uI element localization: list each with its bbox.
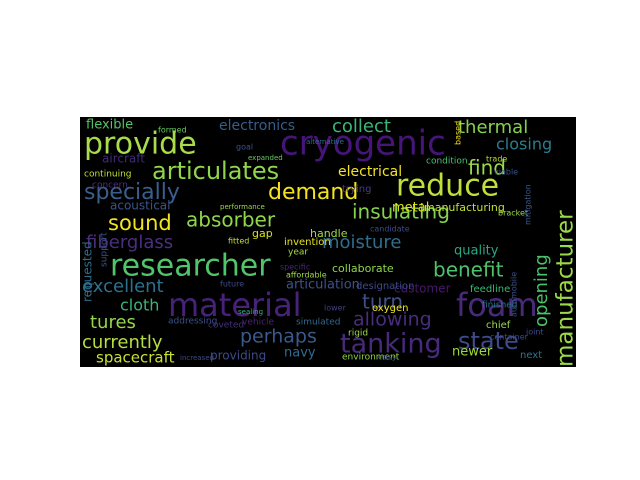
word-excellent: excellent bbox=[82, 276, 164, 297]
word-bracket: bracket bbox=[498, 209, 528, 218]
word-sealing: sealing bbox=[238, 308, 263, 316]
word-newer: newer bbox=[452, 345, 493, 360]
word-electronics: electronics bbox=[219, 118, 295, 134]
word-designation: designation bbox=[356, 281, 414, 292]
word-demand: demand bbox=[268, 180, 358, 205]
word-year: year bbox=[288, 248, 308, 258]
word-fiberglass: fiberglass bbox=[86, 232, 173, 253]
word-cloud-canvas: provide cryogenic material foam researcher re… bbox=[80, 117, 576, 367]
word-fitted: fitted bbox=[228, 237, 249, 246]
word-electrical: electrical bbox=[338, 164, 402, 180]
word-opening: opening bbox=[531, 254, 552, 327]
word-oxygen: oxygen bbox=[372, 303, 408, 314]
word-cryogenic: cryogenic bbox=[280, 124, 446, 164]
word-viable: viable bbox=[494, 168, 518, 177]
word-material: material bbox=[168, 286, 302, 324]
word-manufacturer: manufacturer bbox=[553, 210, 577, 367]
word-articulation: articulation bbox=[286, 278, 360, 293]
word-foam: foam bbox=[456, 286, 538, 324]
word-invention: invention bbox=[284, 237, 331, 248]
word-tures: tures bbox=[90, 312, 136, 333]
word-customer: customer bbox=[394, 282, 451, 296]
word-cloud-background bbox=[80, 117, 576, 367]
word-thermal: thermal bbox=[458, 117, 528, 138]
word-chief: chief bbox=[486, 320, 511, 331]
word-simulated: simulated bbox=[296, 318, 340, 328]
word-lower: lower bbox=[324, 304, 347, 313]
word-goal: goal bbox=[236, 143, 253, 152]
word-flexible: flexible bbox=[86, 118, 133, 133]
word-reduce: reduce bbox=[396, 169, 499, 204]
word-specific: specific bbox=[280, 263, 310, 272]
word-joint: joint bbox=[525, 328, 544, 337]
word-manufacturing: manufacturing bbox=[424, 201, 505, 214]
word-feedline: feedline bbox=[470, 284, 510, 295]
word-mitigation: mitigation bbox=[524, 184, 533, 225]
word-cloth: cloth bbox=[120, 296, 159, 315]
word-support: support bbox=[100, 232, 110, 267]
word-specially: specially bbox=[84, 180, 180, 205]
word-expanded: expanded bbox=[248, 154, 283, 162]
word-addressing: addressing bbox=[168, 317, 217, 327]
word-alternative: alternative bbox=[306, 138, 344, 146]
word-turn: turn bbox=[362, 290, 403, 314]
word-handle: handle bbox=[310, 227, 348, 240]
word-candidate: candidate bbox=[370, 225, 410, 234]
word-concern: concern bbox=[92, 181, 128, 191]
word-find: find bbox=[468, 156, 506, 180]
word-next: next bbox=[520, 350, 542, 361]
word-easy: easy bbox=[378, 353, 397, 362]
word-vehicle: vehicle bbox=[242, 318, 275, 328]
word-trying: trying bbox=[342, 184, 371, 195]
word-future: future bbox=[220, 280, 244, 289]
word-requested: requested bbox=[81, 241, 95, 302]
word-rigid: rigid bbox=[348, 329, 368, 339]
word-environment: environment bbox=[342, 353, 400, 363]
word-sound: sound bbox=[108, 211, 172, 235]
word-aircraft: aircraft bbox=[102, 152, 145, 166]
word-increased: increased bbox=[180, 354, 214, 362]
word-metal: metal bbox=[392, 201, 429, 216]
word-automobile: automobile bbox=[510, 272, 519, 317]
word-collect: collect bbox=[332, 117, 391, 137]
word-perhaps: perhaps bbox=[240, 326, 317, 348]
word-allowing: allowing bbox=[353, 309, 432, 331]
word-gap: gap bbox=[252, 227, 273, 240]
word-researcher: researcher bbox=[110, 249, 271, 284]
word-currently: currently bbox=[82, 332, 163, 353]
word-condition: condition bbox=[426, 157, 468, 167]
word-trade: trade bbox=[486, 155, 507, 164]
word-performance: performance bbox=[220, 203, 265, 211]
word-spacecraft: spacecraft bbox=[96, 349, 175, 367]
word-container: container bbox=[490, 333, 529, 342]
word-closing: closing bbox=[496, 135, 552, 154]
word-articulates: articulates bbox=[152, 157, 279, 185]
word-absorber: absorber bbox=[186, 208, 276, 232]
word-continuing: continuing bbox=[84, 170, 132, 180]
word-finished: finished bbox=[482, 301, 518, 311]
word-based: based bbox=[454, 121, 463, 145]
word-affordable: affordable bbox=[286, 271, 327, 280]
word-coveted: coveted bbox=[208, 321, 244, 331]
word-moisture: moisture bbox=[322, 232, 401, 253]
word-tanking: tanking bbox=[340, 329, 442, 360]
word-navy: navy bbox=[284, 346, 316, 361]
word-provide: provide bbox=[84, 127, 197, 162]
word-acoustical: acoustical bbox=[110, 199, 170, 213]
word-formed: formed bbox=[158, 126, 187, 135]
word-cloud: provide cryogenic material foam researcher re… bbox=[80, 117, 576, 367]
word-insulating: insulating bbox=[352, 200, 450, 224]
word-collaborate: collaborate bbox=[332, 262, 394, 275]
word-quality: quality bbox=[454, 244, 499, 259]
word-providing: providing bbox=[210, 349, 266, 363]
word-state: state bbox=[458, 327, 519, 355]
word-benefit: benefit bbox=[433, 258, 504, 282]
